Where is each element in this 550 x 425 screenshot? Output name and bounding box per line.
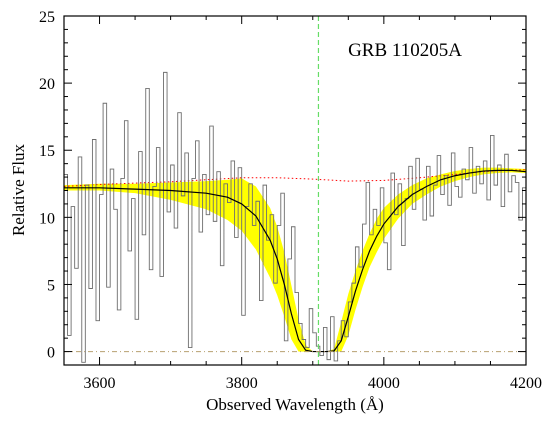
x-tick-label: 4200 xyxy=(510,375,542,392)
y-axis-label: Relative Flux xyxy=(9,143,28,236)
observed-spectrum-line xyxy=(64,71,526,363)
x-tick-label: 4000 xyxy=(368,375,400,392)
model-fit-line xyxy=(64,169,526,353)
y-axis-ticks: 0 5 10 15 20 25 xyxy=(39,9,526,362)
x-tick-label: 3800 xyxy=(226,375,258,392)
y-tick-label: 0 xyxy=(47,345,55,362)
y-tick-label: 10 xyxy=(39,210,55,227)
chart-title: GRB 110205A xyxy=(348,40,462,61)
spectrum-layer xyxy=(64,71,526,363)
fit-layer xyxy=(64,169,526,353)
y-tick-label: 25 xyxy=(39,9,55,26)
continuum-line xyxy=(64,169,526,187)
x-axis-label: Observed Wavelength (Å) xyxy=(206,395,384,414)
x-tick-label: 3600 xyxy=(84,375,116,392)
y-tick-label: 5 xyxy=(47,277,55,294)
y-tick-label: 20 xyxy=(39,76,55,93)
y-tick-label: 15 xyxy=(39,143,55,160)
continuum-layer xyxy=(64,169,526,187)
x-axis-ticks: 3600 3800 4000 4200 xyxy=(63,16,542,392)
